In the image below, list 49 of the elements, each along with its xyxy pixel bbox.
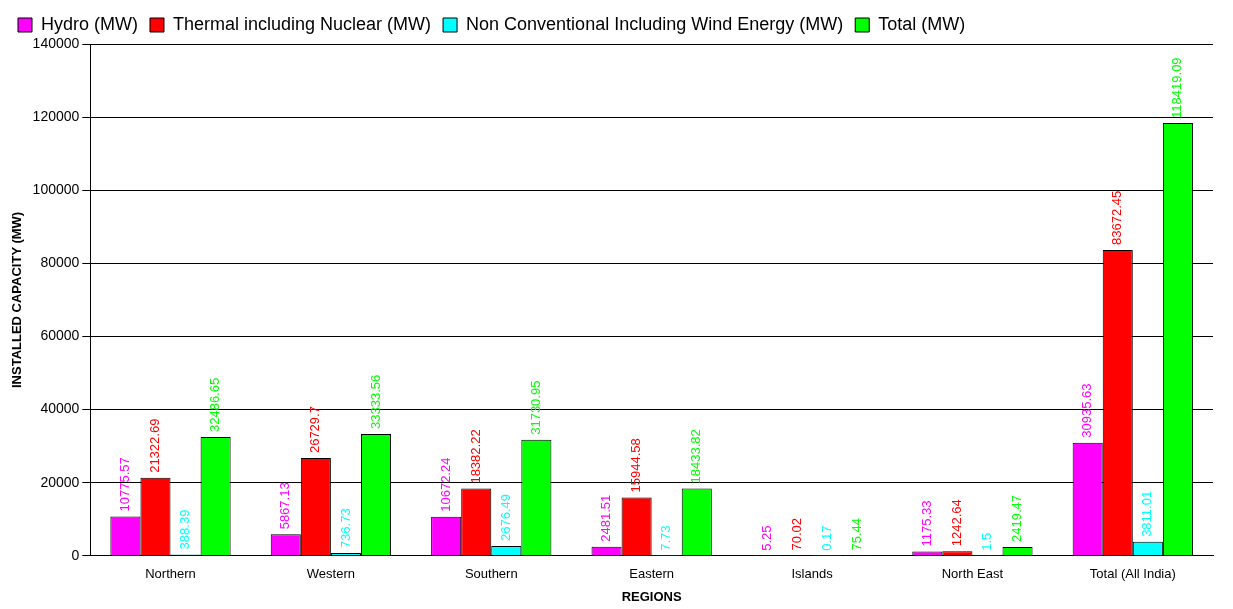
data-label: 388.39 (177, 509, 193, 550)
data-label: 3811.01 (1139, 490, 1155, 537)
data-label: 5867.13 (277, 482, 293, 530)
legend-label: Non Conventional Including Wind Energy (MW) (466, 13, 844, 34)
data-label: 70.02 (788, 518, 804, 551)
data-label: 118419.09 (1169, 57, 1185, 118)
data-label: 18382.22 (467, 429, 483, 484)
y-tick-label: 140000 (32, 34, 80, 51)
data-label: 15944.58 (628, 438, 644, 493)
data-label: 1175.33 (918, 500, 934, 547)
x-tick-label: North East (941, 566, 1004, 582)
data-label: 5.25 (758, 525, 774, 551)
data-label: 32486.65 (207, 377, 223, 433)
data-label: 30935.63 (1079, 383, 1095, 438)
x-axis-title: REGIONS (621, 588, 682, 604)
y-tick-label: 100000 (32, 181, 80, 198)
data-label: 10775.57 (116, 457, 132, 512)
data-label: 0.17 (818, 525, 834, 551)
data-label: 736.73 (337, 508, 353, 549)
data-label: 2676.49 (497, 494, 513, 542)
y-axis-title: INSTALLED CAPACITY (MW) (9, 211, 25, 389)
data-label: 26729.7 (307, 406, 323, 454)
data-label: 2481.51 (598, 494, 614, 542)
data-label: 2419.47 (1009, 494, 1025, 542)
x-tick-label: Total (All India) (1089, 566, 1176, 582)
data-label: 10672.24 (437, 457, 453, 512)
data-label: 83672.45 (1109, 190, 1125, 245)
legend-label: Total (MW) (878, 13, 966, 34)
data-label: 33333.56 (367, 374, 383, 429)
x-tick-label: Southern (464, 566, 518, 582)
y-tick-label: 80000 (40, 254, 80, 271)
x-tick-label: Islands (791, 566, 834, 582)
x-tick-label: Northern (145, 566, 196, 582)
y-tick-label: 0 (71, 546, 80, 563)
data-label: 21322.69 (147, 418, 163, 473)
x-tick-label: Eastern (629, 566, 675, 582)
legend-label: Hydro (MW) (41, 13, 138, 34)
data-label: 75.44 (848, 517, 864, 551)
data-label: 7.73 (658, 525, 674, 551)
y-tick-label: 40000 (40, 400, 80, 417)
x-tick-label: Western (306, 566, 355, 582)
data-label: 31730.95 (527, 380, 543, 435)
data-label: 1.5 (979, 532, 995, 551)
y-tick-label: 20000 (40, 473, 80, 490)
data-label: 1242.64 (948, 499, 964, 547)
data-label: 18433.82 (688, 429, 704, 484)
legend-label: Thermal including Nuclear (MW) (172, 13, 432, 34)
y-tick-label: 120000 (32, 107, 80, 124)
y-tick-label: 60000 (40, 327, 80, 344)
